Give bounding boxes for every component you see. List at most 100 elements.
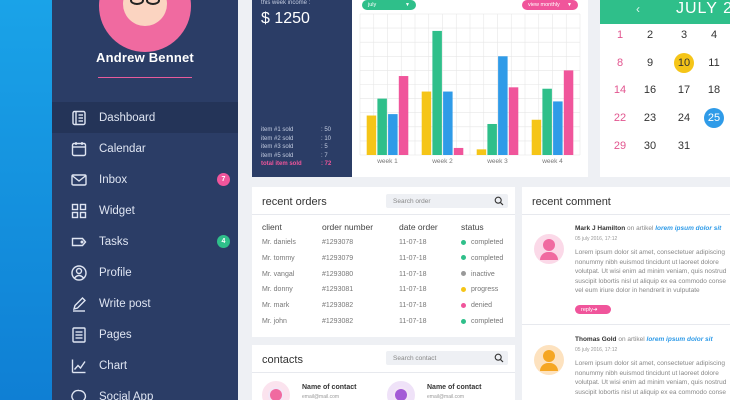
reply-button[interactable]: reply ➜ — [575, 305, 611, 314]
comment-text-line: Lorem ipsum dolor sit amet, consectetuer… — [575, 249, 725, 256]
table-row[interactable]: Mr. mark #1293082 11-07-18 denied — [252, 302, 515, 314]
sidebar-item-inbox[interactable]: Inbox 7 — [52, 164, 238, 195]
bar-week3-series3 — [498, 56, 508, 155]
calendar-selected-day[interactable]: 25 — [704, 108, 724, 128]
x-tick-label: week 2 — [431, 158, 453, 165]
contact-avatar[interactable] — [387, 381, 415, 400]
calendar-day[interactable]: 11 — [708, 57, 720, 69]
contacts-card: contacts Search contact Name of contact e… — [252, 345, 515, 400]
sidebar-item-label: Write post — [99, 297, 151, 310]
calendar-day[interactable]: 2 — [646, 29, 654, 41]
calendar-month: JULY 20 — [676, 0, 730, 17]
total-sold-row: total item sold: 72 — [261, 160, 347, 169]
calendar-day[interactable]: 4 — [710, 29, 718, 41]
calendar-day[interactable]: 8 — [616, 57, 624, 69]
comment-avatar-body — [540, 252, 558, 260]
sold-label: item #3 sold — [261, 144, 294, 151]
contact-search-input[interactable]: Search contact — [386, 351, 508, 365]
sidebar-item-write-post[interactable]: Write post — [52, 288, 238, 319]
comment-date: 05 july 2016, 17:12 — [575, 347, 618, 353]
comment-text-line: nonummy nibh euismod tincidunt ut laoree… — [575, 258, 719, 266]
profile-area: Andrew Bennet — [52, 0, 238, 96]
bar-week3-series2 — [487, 123, 497, 155]
search-icon[interactable] — [494, 196, 504, 206]
sidebar-item-social-app[interactable]: Social App — [52, 381, 238, 400]
order-number: #1293079 — [322, 254, 354, 262]
sidebar-item-dashboard[interactable]: Dashboard — [52, 102, 238, 133]
chevron-down-icon: ▼ — [405, 2, 410, 8]
comment-article-link[interactable]: lorem ipsum dolor sit — [646, 336, 713, 343]
comments-divider — [522, 214, 730, 215]
sidebar-item-widget[interactable]: Widget — [52, 195, 238, 226]
contact-avatar[interactable] — [262, 381, 290, 400]
comment-divider — [522, 324, 730, 325]
table-row[interactable]: Mr. vangal #1293080 11-07-18 inactive — [252, 271, 515, 283]
contact-name[interactable]: Name of contact — [302, 384, 357, 391]
comment-author[interactable]: Thomas Gold — [575, 336, 617, 343]
pages-icon — [70, 326, 88, 344]
contacts-divider — [252, 372, 515, 373]
sidebar-item-tasks[interactable]: Tasks 4 — [52, 226, 238, 257]
calendar-day[interactable]: 22 — [613, 112, 627, 124]
bar-week1-series2 — [377, 98, 387, 155]
comment-avatar[interactable] — [534, 234, 564, 264]
dashboard-icon — [70, 109, 88, 127]
avatar[interactable] — [99, 0, 191, 52]
view-select[interactable]: view monthly ▼ — [522, 0, 578, 10]
chevron-left-icon[interactable]: ‹ — [636, 2, 640, 16]
calendar-day[interactable]: 29 — [613, 140, 627, 152]
table-row[interactable]: Mr. tommy #1293079 11-07-18 completed — [252, 255, 515, 267]
sidebar-item-pages[interactable]: Pages — [52, 319, 238, 350]
chart-icon — [70, 357, 88, 375]
table-row[interactable]: Mr. donny #1293081 11-07-18 progress — [252, 286, 515, 298]
status-dot — [461, 239, 466, 245]
order-client: Mr. mark — [262, 302, 290, 310]
view-select-label: view monthly — [528, 2, 560, 8]
comment-text-line: Lorem ipsum dolor sit amet, consectetuer… — [575, 360, 725, 367]
contact-name[interactable]: Name of contact — [427, 384, 482, 391]
comment-text-line: suscipit lobortis nisl ut aliquip ex ea … — [575, 388, 727, 396]
contacts-title: contacts — [262, 354, 303, 366]
comment-author[interactable]: Mark J Hamilton — [575, 225, 626, 232]
month-select[interactable]: july ▼ — [362, 0, 416, 10]
sidebar-item-chart[interactable]: Chart — [52, 350, 238, 381]
calendar-day[interactable]: 3 — [680, 29, 688, 41]
sold-label: total item sold — [261, 161, 302, 168]
bar-week3-series4 — [508, 87, 519, 155]
calendar-day[interactable]: 31 — [677, 140, 691, 152]
pages-icon-svg — [72, 326, 86, 343]
comment-on: on artikel — [618, 336, 645, 343]
column-header-status: status — [461, 222, 484, 232]
order-date: 11-07-18 — [399, 302, 427, 310]
sidebar-item-calendar[interactable]: Calendar — [52, 133, 238, 164]
table-row[interactable]: Mr. john #1293082 11-07-18 completed — [252, 318, 515, 330]
order-date: 11-07-18 — [399, 318, 427, 325]
table-row[interactable]: Mr. daniels #1293078 11-07-18 completed — [252, 239, 515, 251]
column-header-client: client — [262, 222, 282, 232]
calendar-day[interactable]: 1 — [616, 29, 624, 41]
search-icon[interactable] — [494, 353, 504, 363]
calendar-day[interactable]: 30 — [643, 140, 657, 152]
calendar-header: ‹ JULY 20 — [600, 0, 730, 24]
income-card: this week income : $ 1250 item #1 sold: … — [252, 0, 352, 177]
order-status-text: completed — [471, 318, 504, 325]
bar-week4-series4 — [563, 70, 574, 155]
calendar-day[interactable]: 9 — [646, 57, 654, 69]
calendar-day[interactable]: 14 — [613, 84, 627, 96]
calendar-day[interactable]: 23 — [643, 112, 657, 124]
sold-label: item #5 sold — [261, 152, 294, 159]
calendar-day[interactable]: 17 — [677, 84, 691, 96]
calendar-day[interactable]: 18 — [707, 84, 721, 96]
calendar-today[interactable]: 10 — [674, 53, 694, 73]
calendar-day[interactable]: 16 — [643, 84, 657, 96]
order-status: completed — [461, 255, 503, 262]
chart-card: week 1 week 2 week 3 week 4 july ▼ view mon… — [352, 0, 588, 177]
calendar-day[interactable]: 24 — [677, 112, 691, 124]
sidebar-item-profile[interactable]: Profile — [52, 257, 238, 288]
sidebar-item-label: Widget — [99, 204, 135, 217]
comment-avatar[interactable] — [534, 345, 564, 375]
order-search-input[interactable]: Search order — [386, 194, 508, 208]
comment-article-link[interactable]: lorem ipsum dolor sit — [655, 225, 722, 232]
order-client: Mr. vangal — [262, 270, 295, 278]
x-tick-label: week 1 — [376, 158, 398, 165]
